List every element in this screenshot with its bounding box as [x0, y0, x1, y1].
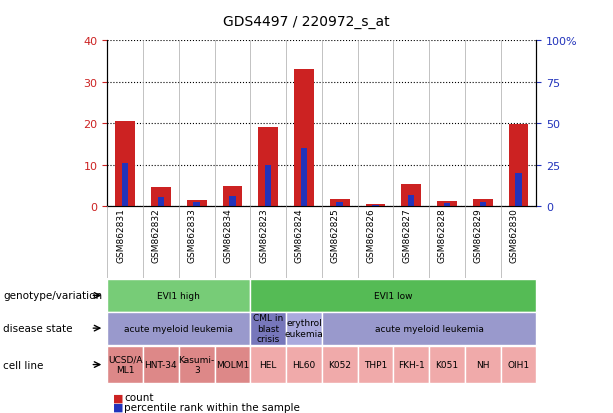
Text: GSM862831: GSM862831 — [116, 208, 125, 263]
Bar — [143, 346, 179, 383]
Text: acute myeloid leukemia: acute myeloid leukemia — [375, 324, 484, 333]
Text: GSM862834: GSM862834 — [223, 208, 232, 263]
Bar — [286, 346, 322, 383]
Bar — [322, 346, 357, 383]
Bar — [194, 202, 200, 206]
Text: GDS4497 / 220972_s_at: GDS4497 / 220972_s_at — [223, 15, 390, 29]
Bar — [250, 346, 286, 383]
Text: GSM862825: GSM862825 — [330, 208, 340, 263]
Text: HL60: HL60 — [292, 360, 316, 369]
Text: GSM862829: GSM862829 — [474, 208, 483, 263]
Text: FKH-1: FKH-1 — [398, 360, 425, 369]
Bar — [107, 280, 250, 312]
Bar — [286, 312, 322, 345]
Bar — [330, 199, 349, 206]
Bar — [473, 199, 493, 206]
Bar — [151, 188, 171, 206]
Text: GSM862824: GSM862824 — [295, 208, 304, 262]
Text: OIH1: OIH1 — [508, 360, 530, 369]
Bar — [187, 200, 207, 206]
Text: EVI1 high: EVI1 high — [158, 291, 200, 300]
Bar — [215, 346, 250, 383]
Text: UCSD/A
ML1: UCSD/A ML1 — [108, 355, 142, 374]
Text: EVI1 low: EVI1 low — [374, 291, 413, 300]
Text: ■: ■ — [113, 392, 124, 402]
Bar — [372, 205, 379, 206]
Text: GSM862828: GSM862828 — [438, 208, 447, 263]
Bar — [294, 70, 314, 206]
Bar — [501, 346, 536, 383]
Text: NH: NH — [476, 360, 490, 369]
Bar — [337, 202, 343, 206]
Bar — [179, 346, 215, 383]
Text: GSM862827: GSM862827 — [402, 208, 411, 263]
Text: genotype/variation: genotype/variation — [3, 291, 102, 301]
Text: count: count — [124, 392, 154, 402]
Bar — [258, 128, 278, 206]
Bar — [408, 196, 414, 206]
Text: CML in
blast
crisis: CML in blast crisis — [253, 313, 283, 343]
Bar — [437, 202, 457, 206]
Text: GSM862823: GSM862823 — [259, 208, 268, 263]
Bar — [250, 312, 286, 345]
Bar — [394, 346, 429, 383]
Text: HNT-34: HNT-34 — [145, 360, 177, 369]
Text: percentile rank within the sample: percentile rank within the sample — [124, 402, 300, 412]
Bar — [158, 197, 164, 206]
Text: GSM862830: GSM862830 — [509, 208, 519, 263]
Bar — [402, 185, 421, 206]
Text: K051: K051 — [435, 360, 459, 369]
Text: Kasumi-
3: Kasumi- 3 — [178, 355, 215, 374]
Bar — [229, 197, 235, 206]
Bar — [479, 202, 486, 206]
Bar — [301, 149, 307, 206]
Bar — [223, 187, 242, 206]
Bar — [516, 173, 522, 206]
Text: disease state: disease state — [3, 323, 72, 333]
Bar — [107, 312, 250, 345]
Bar — [509, 125, 528, 206]
Text: ■: ■ — [113, 402, 124, 412]
Text: erythrol
eukemia: erythrol eukemia — [284, 319, 323, 338]
Text: K052: K052 — [328, 360, 351, 369]
Text: GSM862833: GSM862833 — [188, 208, 197, 263]
Bar — [265, 165, 272, 206]
Bar — [322, 312, 536, 345]
Text: GSM862826: GSM862826 — [367, 208, 375, 263]
Text: acute myeloid leukemia: acute myeloid leukemia — [124, 324, 233, 333]
Bar — [122, 164, 128, 206]
Bar — [465, 346, 501, 383]
Text: THP1: THP1 — [364, 360, 387, 369]
Text: cell line: cell line — [3, 360, 44, 370]
Text: HEL: HEL — [259, 360, 277, 369]
Text: MOLM1: MOLM1 — [216, 360, 249, 369]
Bar — [444, 203, 450, 206]
Bar — [429, 346, 465, 383]
Text: GSM862832: GSM862832 — [152, 208, 161, 263]
Bar — [250, 280, 536, 312]
Bar — [357, 346, 394, 383]
Bar — [107, 346, 143, 383]
Bar — [115, 122, 135, 206]
Bar — [365, 204, 386, 206]
